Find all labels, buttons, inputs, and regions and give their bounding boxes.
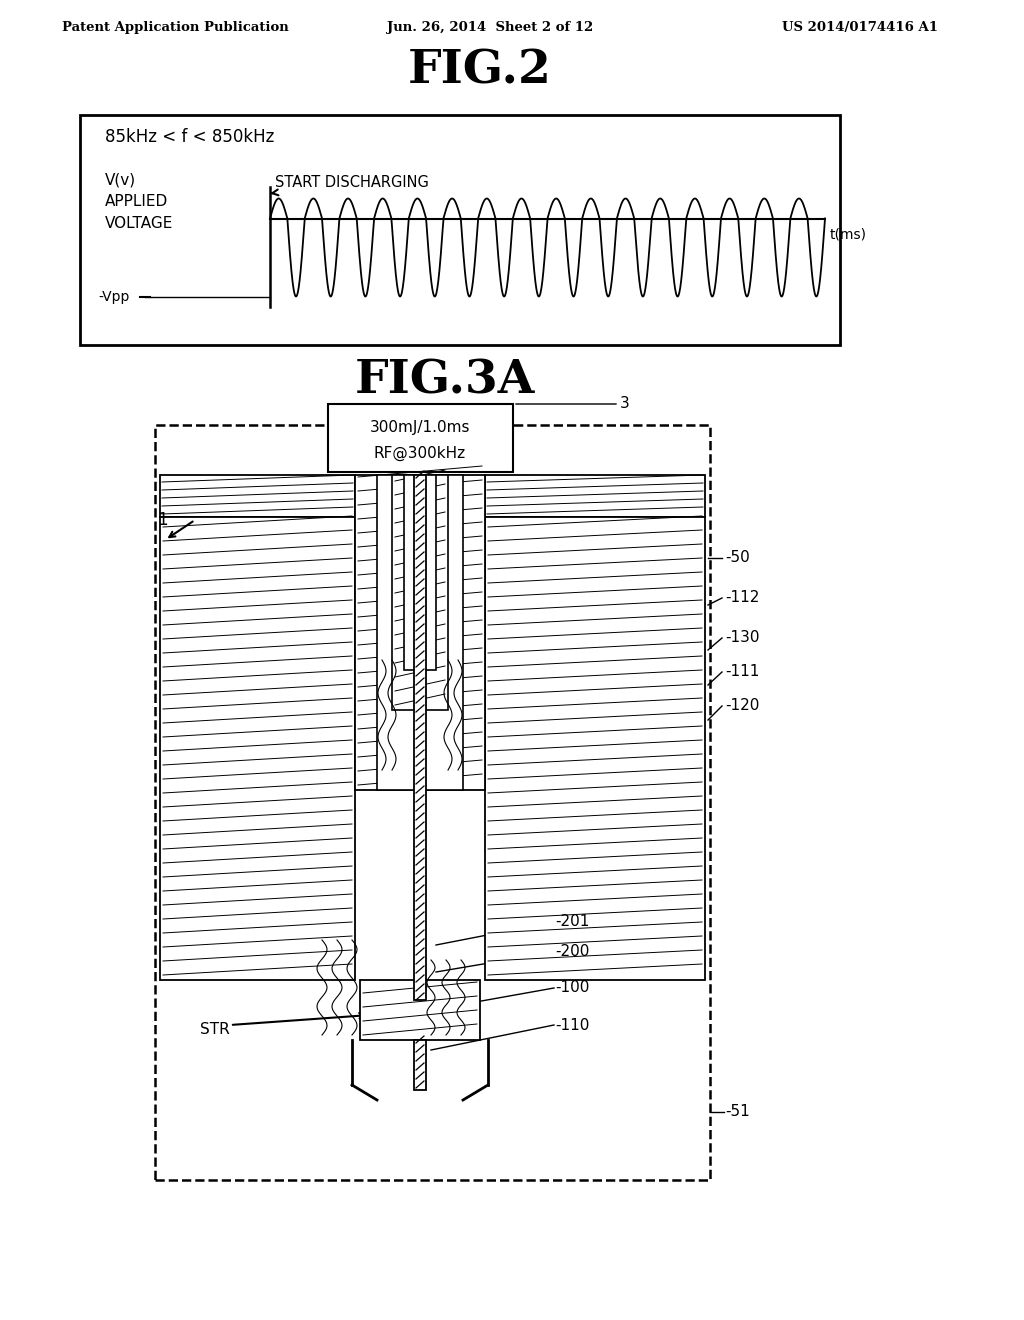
Bar [355,475,485,789]
Bar [485,517,705,979]
Text: VOLTAGE: VOLTAGE [105,215,173,231]
Bar [160,517,355,979]
Bar [155,425,710,1180]
Text: RF@300kHz: RF@300kHz [374,445,466,461]
Text: APPLIED: APPLIED [105,194,168,210]
Bar [414,475,426,1001]
Text: -200: -200 [555,945,590,960]
Text: -130: -130 [725,631,760,645]
Text: STR: STR [200,1023,229,1038]
Text: Jun. 26, 2014  Sheet 2 of 12: Jun. 26, 2014 Sheet 2 of 12 [387,21,593,34]
Text: 11: 11 [442,433,462,447]
Text: FIG.3A: FIG.3A [354,356,536,403]
Text: -100: -100 [555,981,590,995]
Text: 12: 12 [485,433,505,447]
Text: 85kHz < f < 850kHz: 85kHz < f < 850kHz [105,128,274,147]
Text: Patent Application Publication: Patent Application Publication [61,21,289,34]
Bar [328,404,513,473]
Bar [80,115,840,345]
Text: -Vpp: -Vpp [98,289,129,304]
Text: -50: -50 [725,550,750,565]
Text: -51: -51 [725,1105,750,1119]
Text: -201: -201 [555,915,590,929]
Text: -120: -120 [725,698,760,714]
Bar [392,475,449,710]
Bar [360,979,480,1040]
Text: START DISCHARGING: START DISCHARGING [272,176,429,195]
Text: FIG.2: FIG.2 [408,48,552,92]
Text: -112: -112 [725,590,760,606]
Text: 300mJ/1.0ms: 300mJ/1.0ms [370,420,470,436]
Text: V(v): V(v) [105,173,136,187]
Text: US 2014/0174416 A1: US 2014/0174416 A1 [782,21,938,34]
Text: 1: 1 [158,511,168,529]
Text: -110: -110 [555,1018,590,1032]
Bar [377,475,463,789]
Text: -111: -111 [725,664,760,680]
Bar [485,475,705,517]
Text: t(ms): t(ms) [830,227,867,242]
Text: 3: 3 [620,396,630,411]
Bar [404,475,436,671]
Bar [160,475,355,517]
Bar [414,1040,426,1090]
Text: 10: 10 [390,433,410,447]
